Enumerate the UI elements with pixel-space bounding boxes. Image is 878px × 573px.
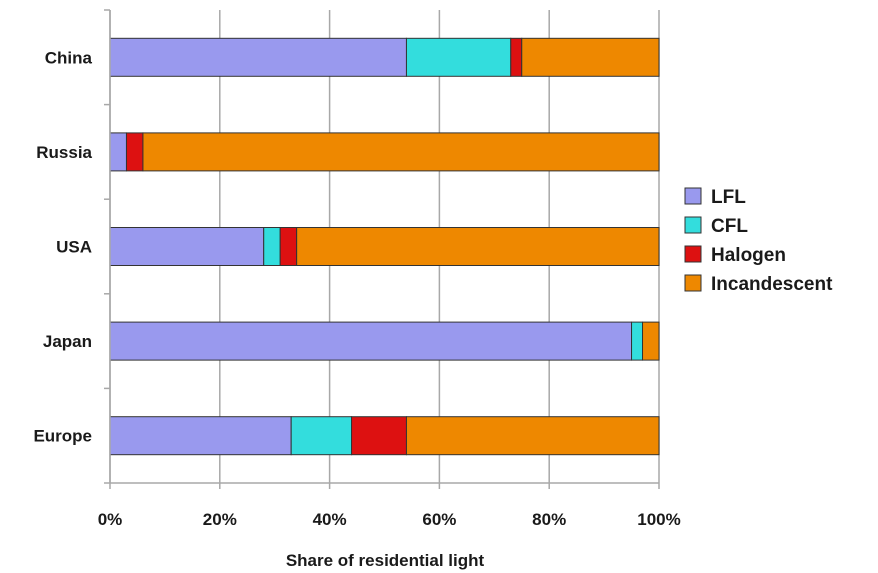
x-axis-label: Share of residential light [286, 551, 485, 570]
legend-swatch-incandescent [684, 274, 702, 292]
legend-label-incandescent: Incandescent [711, 274, 833, 295]
bar-segment-lfl-japan [109, 321, 633, 361]
bar-segment-halogen-china [510, 37, 523, 77]
bar-segment-incandescent-europe [405, 416, 660, 456]
bar-segment-halogen-europe [351, 416, 407, 456]
legend-swatch-halogen [684, 245, 702, 263]
bars [109, 37, 660, 456]
axes [104, 9, 660, 489]
bar-segment-incandescent-china [521, 37, 660, 77]
bar-segment-cfl-japan [631, 321, 644, 361]
legend-swatch-lfl [684, 187, 702, 205]
bar-segment-lfl-usa [109, 227, 265, 266]
bar-segment-incandescent-russia [142, 132, 660, 172]
bar-segment-cfl-usa [263, 227, 281, 266]
category-labels: China Russia USA Japan Europe [33, 48, 92, 445]
bar-segment-halogen-usa [279, 227, 298, 266]
category-label: USA [56, 238, 92, 257]
bar-segment-cfl-europe [290, 416, 353, 456]
category-label: Japan [43, 332, 92, 351]
bar-segment-lfl-russia [109, 132, 127, 172]
legend-label-cfl: CFL [711, 216, 748, 237]
x-tick-label: 60% [422, 510, 456, 529]
bar-segment-halogen-russia [125, 132, 144, 172]
x-tick-label: 20% [203, 510, 237, 529]
x-tick-label: 100% [637, 510, 680, 529]
legend-label-lfl: LFL [711, 187, 746, 208]
bar-segment-incandescent-japan [642, 321, 660, 361]
bar-segment-incandescent-usa [296, 227, 660, 266]
bar-segment-lfl-china [109, 37, 407, 77]
legend: LFL CFL Halogen Incandescent [684, 187, 833, 295]
x-tick-label: 40% [313, 510, 347, 529]
legend-swatch-cfl [684, 216, 702, 234]
legend-label-halogen: Halogen [711, 245, 786, 266]
x-tick-label: 0% [98, 510, 123, 529]
tick-labels: 0% 20% 40% 60% 80% 100% [98, 510, 681, 529]
x-tick-label: 80% [532, 510, 566, 529]
category-label: Europe [33, 427, 92, 446]
bar-segment-lfl-europe [109, 416, 292, 456]
category-label: China [45, 48, 93, 67]
bar-segment-cfl-china [405, 37, 512, 77]
category-label: Russia [36, 143, 92, 162]
